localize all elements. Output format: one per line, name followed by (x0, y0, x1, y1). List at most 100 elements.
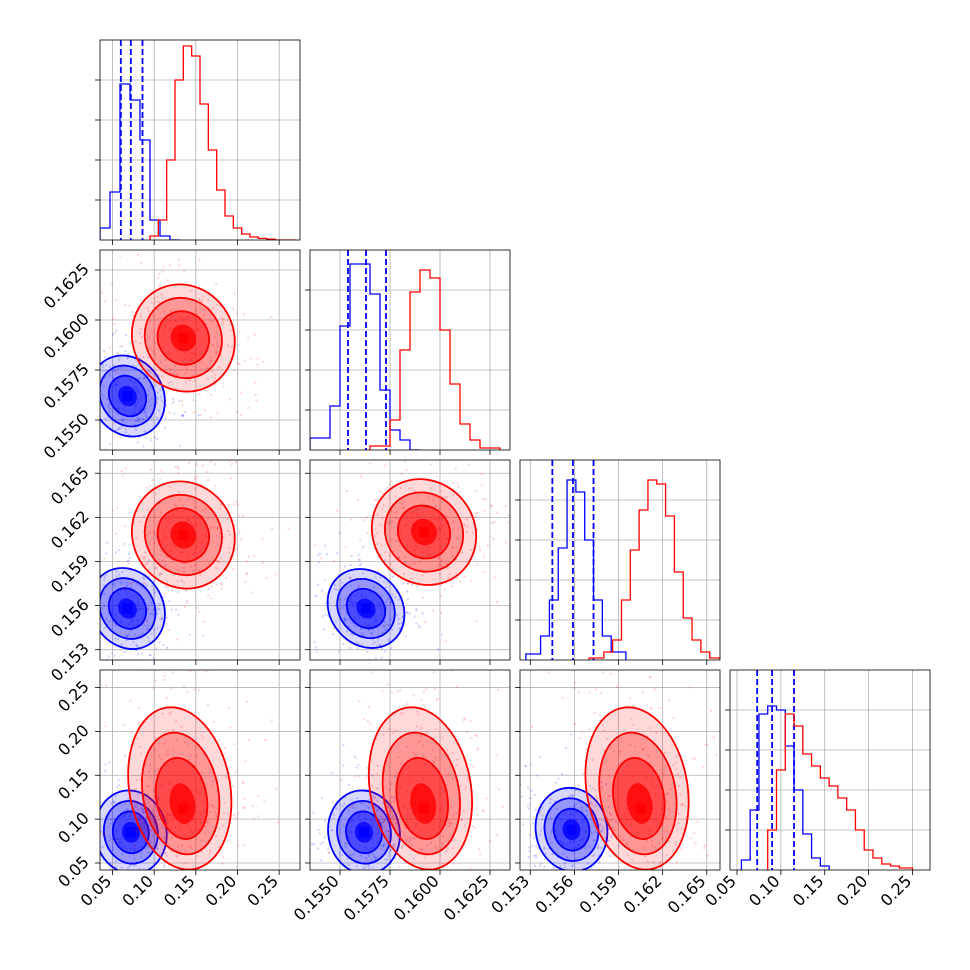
scatter-point (221, 321, 225, 324)
scatter-point (124, 525, 127, 528)
frame-0-0 (99, 39, 301, 241)
scatter-point (536, 774, 539, 777)
scatter-point (672, 764, 675, 767)
scatter-point (257, 815, 260, 818)
scatter-point (541, 818, 544, 821)
scatter-point (340, 779, 343, 782)
scatter-point (346, 857, 349, 860)
scatter-point (324, 544, 327, 547)
scatter-point (374, 858, 377, 861)
scatter-point (460, 818, 463, 821)
scatter-point (359, 801, 362, 804)
scatter-point (109, 408, 112, 411)
scatter-point (193, 379, 196, 383)
scatter-point (222, 385, 225, 388)
scatter-point (109, 837, 112, 840)
scatter-point (401, 506, 404, 509)
scatter-point (216, 559, 219, 562)
scatter-point (633, 704, 636, 707)
scatter-point (114, 637, 117, 640)
scatter-point (380, 816, 383, 819)
scatter-point (175, 373, 178, 376)
scatter-point (396, 849, 399, 852)
scatter-point (127, 562, 130, 566)
peak-0 (359, 827, 369, 838)
scatter-point (357, 763, 360, 766)
scatter-point (384, 559, 387, 562)
scatter-point (388, 728, 391, 731)
scatter-point (166, 841, 169, 845)
scatter-point (156, 295, 159, 299)
scatter-point (376, 640, 379, 643)
contour-line-0-1 (100, 577, 157, 640)
scatter-point (226, 529, 230, 533)
scatter-point (614, 820, 617, 823)
panel-2-2 (515, 459, 721, 665)
scatter-point (177, 613, 180, 616)
scatter-point (213, 376, 216, 380)
scatter-point (359, 539, 362, 542)
scatter-point (530, 844, 533, 848)
scatter-point (391, 731, 394, 735)
scatter-point (369, 722, 372, 725)
scatter-point (393, 843, 396, 847)
scatter-point (126, 357, 129, 360)
scatter-point (118, 783, 121, 787)
scatter-point (250, 591, 253, 594)
scatter-point (493, 521, 496, 524)
scatter-point (466, 839, 469, 842)
scatter-point (261, 538, 264, 541)
scatter-point (521, 823, 525, 826)
scatter-point (157, 276, 160, 280)
scatter-point (138, 377, 141, 380)
scatter-point (131, 310, 134, 313)
scatter-point (108, 370, 111, 373)
scatter-point (113, 369, 116, 372)
contour-line-1-0 (370, 478, 478, 586)
scatter-point (189, 670, 192, 672)
scatter-point (374, 576, 377, 579)
scatter-point (680, 848, 683, 851)
scatter-point (302, 612, 304, 614)
scatter-point (704, 844, 707, 847)
scatter-point (694, 842, 697, 845)
histogram-0-2 (525, 479, 627, 660)
scatter-point (145, 621, 148, 624)
scatter-point (597, 846, 600, 849)
contour-line-1-2 (395, 757, 449, 840)
scatter-point (371, 632, 374, 635)
scatter-point (113, 422, 116, 425)
scatter-point (265, 577, 268, 580)
scatter-point (312, 811, 315, 814)
scatter-point (321, 796, 324, 799)
y-tick-label-1-0: 0.1550 (40, 409, 93, 462)
scatter-point (183, 570, 186, 573)
scatter-point (486, 544, 489, 547)
scatter-point (153, 878, 155, 880)
scatter-point (154, 352, 157, 356)
scatter-point (177, 666, 179, 668)
scatter-point (601, 671, 605, 674)
scatter-point (165, 616, 168, 619)
scatter-point (114, 795, 117, 798)
scatter-point (162, 595, 165, 598)
scatter-point (103, 376, 106, 380)
scatter-point (94, 827, 96, 829)
scatter-point (587, 862, 590, 865)
scatter-point (145, 563, 149, 566)
scatter-point (395, 771, 398, 774)
scatter-point (427, 496, 431, 499)
scatter-point (406, 745, 409, 749)
scatter-point (386, 858, 389, 861)
scatter-point (113, 654, 116, 657)
scatter-point (103, 557, 106, 560)
scatter-point (325, 602, 328, 605)
scatter-point (164, 365, 167, 368)
scatter-point (254, 333, 257, 337)
scatter-point (389, 617, 392, 621)
peak-0 (122, 391, 133, 401)
scatter-point (381, 845, 385, 848)
scatter-point (432, 498, 435, 502)
scatter-point (243, 806, 246, 809)
scatter-point (218, 845, 221, 848)
